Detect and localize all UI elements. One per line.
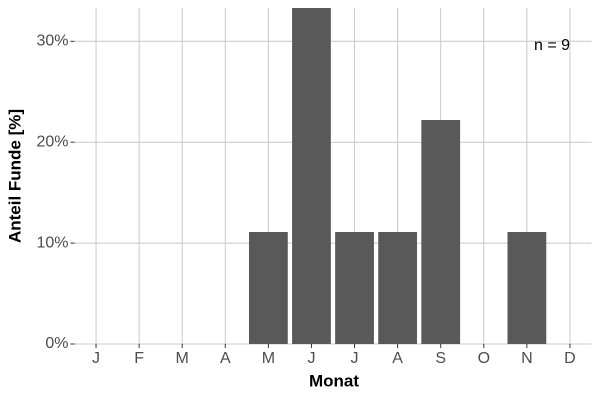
bar: [421, 120, 461, 344]
bar: [248, 232, 288, 344]
x-tick-label: A: [220, 350, 231, 367]
bar: [335, 232, 374, 344]
x-tick-label: F: [134, 350, 144, 367]
x-tick-label: J: [351, 350, 359, 367]
y-tick-label: 0%: [45, 335, 68, 352]
y-axis-title: Anteil Funde [%]: [5, 109, 24, 243]
x-tick-label: J: [92, 350, 100, 367]
x-tick-label: J: [307, 350, 315, 367]
x-tick-label: A: [392, 350, 403, 367]
bar: [507, 232, 547, 344]
y-tick-label: 30%: [36, 33, 68, 50]
x-tick-label: M: [176, 350, 189, 367]
annotation: n = 9: [534, 37, 570, 54]
y-tick-label: 10%: [36, 234, 68, 251]
bar: [378, 232, 418, 344]
x-tick-label: D: [564, 350, 576, 367]
x-tick-label: S: [435, 350, 446, 367]
y-tick-label: 20%: [36, 133, 68, 150]
x-tick-label: O: [478, 350, 490, 367]
bar: [292, 8, 331, 344]
x-tick-label: M: [262, 350, 275, 367]
x-axis-title: Monat: [309, 371, 359, 390]
x-tick-label: N: [521, 350, 533, 367]
